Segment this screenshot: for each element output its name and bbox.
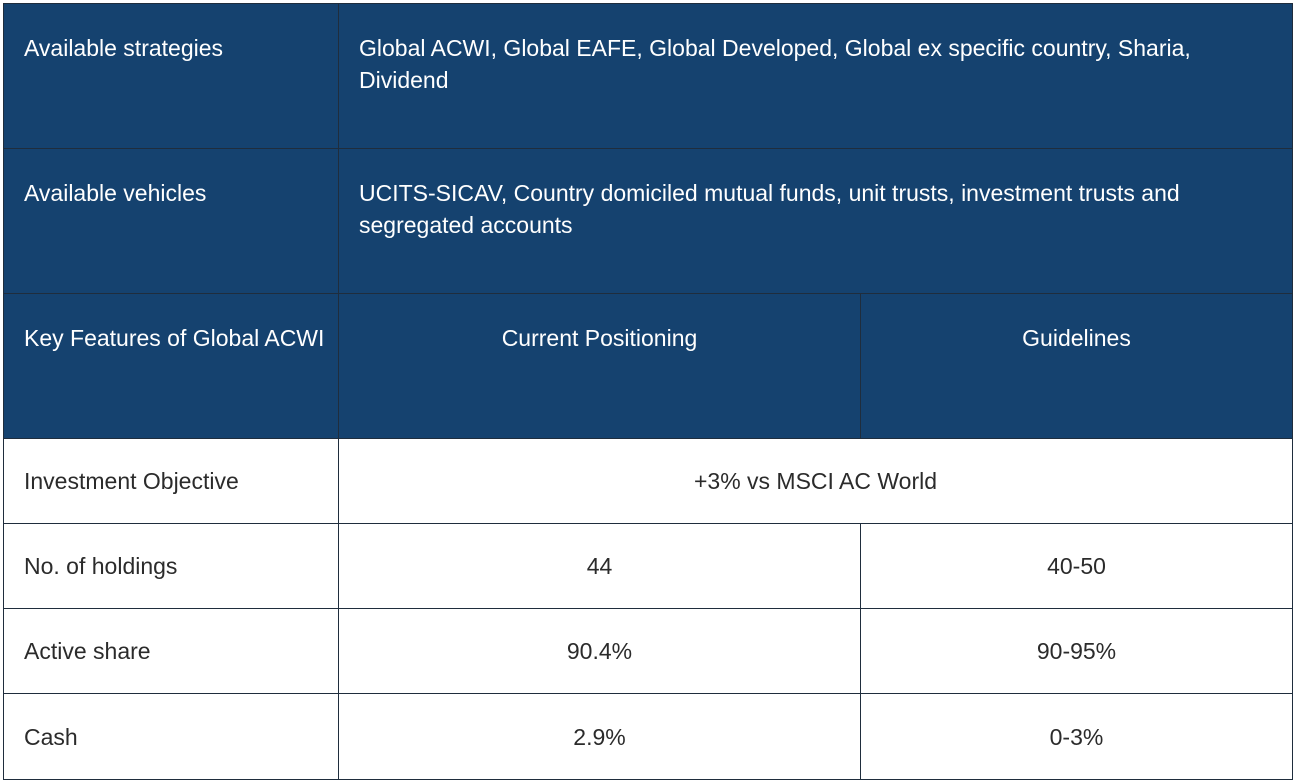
- table-row: Cash 2.9% 0-3%: [3, 693, 1293, 780]
- vehicles-label: Available vehicles: [3, 148, 339, 294]
- objective-value: +3% vs MSCI AC World: [338, 438, 1293, 524]
- strategies-label: Available strategies: [3, 3, 339, 149]
- table-row: No. of holdings 44 40-50: [3, 523, 1293, 609]
- header-row: Key Features of Global ACWI Current Posi…: [3, 293, 1293, 439]
- header-features: Key Features of Global ACWI: [3, 293, 339, 439]
- table-row: Active share 90.4% 90-95%: [3, 608, 1293, 694]
- row-guideline: 40-50: [860, 523, 1293, 609]
- vehicles-row: Available vehicles UCITS-SICAV, Country …: [3, 148, 1293, 294]
- strategies-row: Available strategies Global ACWI, Global…: [3, 3, 1293, 149]
- header-guidelines: Guidelines: [860, 293, 1293, 439]
- row-label: Cash: [3, 693, 339, 780]
- row-guideline: 90-95%: [860, 608, 1293, 694]
- features-table: Available strategies Global ACWI, Global…: [3, 3, 1293, 780]
- row-current: 2.9%: [338, 693, 861, 780]
- objective-label: Investment Objective: [3, 438, 339, 524]
- row-label: Active share: [3, 608, 339, 694]
- vehicles-value: UCITS-SICAV, Country domiciled mutual fu…: [338, 148, 1293, 294]
- objective-row: Investment Objective +3% vs MSCI AC Worl…: [3, 438, 1293, 524]
- row-guideline: 0-3%: [860, 693, 1293, 780]
- header-current-positioning: Current Positioning: [338, 293, 861, 439]
- row-current: 90.4%: [338, 608, 861, 694]
- row-current: 44: [338, 523, 861, 609]
- strategies-value: Global ACWI, Global EAFE, Global Develop…: [338, 3, 1293, 149]
- row-label: No. of holdings: [3, 523, 339, 609]
